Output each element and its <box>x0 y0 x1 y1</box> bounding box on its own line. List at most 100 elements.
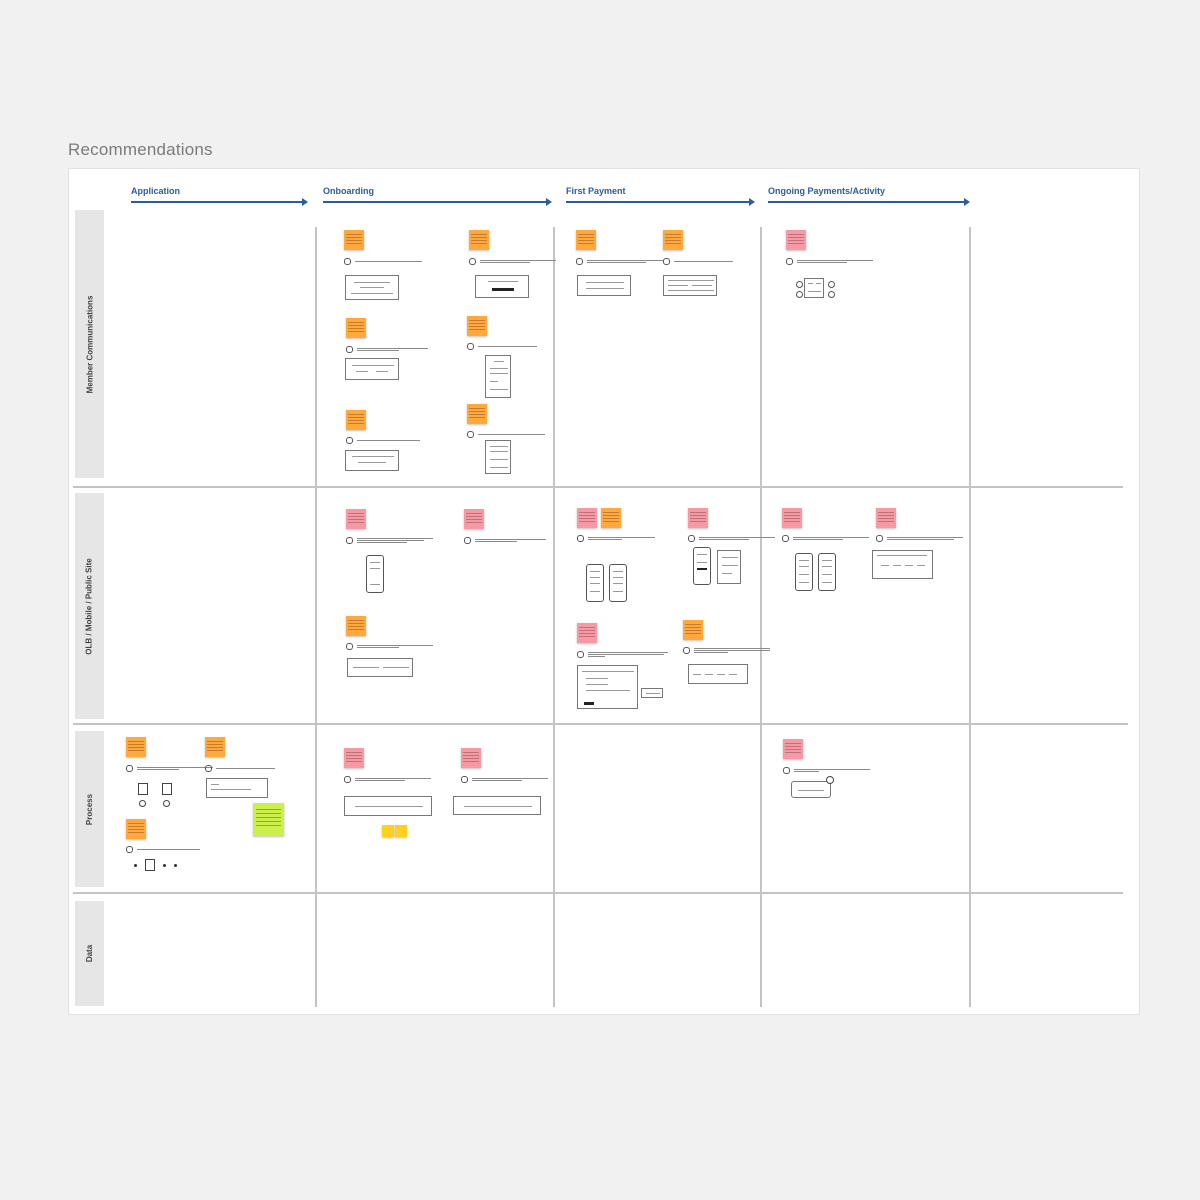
lane-label: Process <box>85 793 95 825</box>
sticky-note[interactable] <box>467 316 487 336</box>
checkbox[interactable] <box>346 536 353 544</box>
sticky-note[interactable] <box>663 230 683 250</box>
sticky-note[interactable] <box>126 819 146 839</box>
checklist-item[interactable] <box>464 536 559 544</box>
checklist-item[interactable] <box>126 764 221 772</box>
checkbox[interactable] <box>461 775 468 783</box>
sticky-note[interactable] <box>876 508 896 528</box>
checklist-item[interactable] <box>683 646 778 654</box>
checkbox[interactable] <box>126 845 133 853</box>
sticky-note[interactable] <box>467 404 487 424</box>
board-canvas[interactable] <box>68 168 1140 1015</box>
checkbox[interactable] <box>469 257 476 265</box>
checkbox[interactable] <box>876 534 883 542</box>
sticky-note[interactable] <box>346 410 366 430</box>
lane-divider <box>73 892 1123 894</box>
checkbox[interactable] <box>464 536 471 544</box>
checklist-item[interactable] <box>782 534 877 542</box>
checklist-item[interactable] <box>126 845 221 853</box>
checkbox[interactable] <box>577 650 584 658</box>
checkbox[interactable] <box>344 257 351 265</box>
sticky-note[interactable] <box>346 616 366 636</box>
sticky-note[interactable] <box>783 739 803 759</box>
checklist-item[interactable] <box>469 257 564 265</box>
sticky-note[interactable] <box>344 230 364 250</box>
checkbox[interactable] <box>683 646 690 654</box>
phone-mockup <box>818 553 836 591</box>
sticky-note[interactable] <box>395 825 407 837</box>
checklist-item[interactable] <box>577 650 672 658</box>
nav-mockup <box>688 664 748 684</box>
checklist-item[interactable] <box>344 775 439 783</box>
checklist-item[interactable] <box>783 766 878 774</box>
checkbox[interactable] <box>205 764 212 772</box>
sticky-note[interactable] <box>601 508 621 528</box>
checklist-item[interactable] <box>346 345 441 353</box>
checklist-item[interactable] <box>688 534 783 542</box>
checkbox[interactable] <box>467 430 474 438</box>
sticky-note[interactable] <box>577 508 597 528</box>
check-icon <box>163 800 170 807</box>
checklist-item[interactable] <box>576 257 671 265</box>
checkbox[interactable] <box>577 534 584 542</box>
letter-mockup <box>485 440 511 474</box>
document-icon <box>162 783 172 795</box>
checkbox[interactable] <box>467 342 474 350</box>
sticky-note[interactable] <box>344 748 364 768</box>
sticky-note[interactable] <box>126 737 146 757</box>
checklist-item[interactable] <box>786 257 881 265</box>
checklist-item[interactable] <box>467 342 562 350</box>
sticky-note[interactable] <box>683 620 703 640</box>
checklist-item[interactable] <box>344 257 439 265</box>
checklist-item[interactable] <box>346 436 441 444</box>
sticky-note[interactable] <box>688 508 708 528</box>
letter-mockup <box>717 550 741 584</box>
checkbox[interactable] <box>576 257 583 265</box>
sticky-note[interactable] <box>346 318 366 338</box>
sticky-note[interactable] <box>576 230 596 250</box>
phone-mockup <box>586 564 604 602</box>
checklist-item[interactable] <box>205 764 300 772</box>
phone-mockup <box>795 553 813 591</box>
checklist-item[interactable] <box>346 642 441 650</box>
circle-icon <box>828 281 835 288</box>
dashboard-mockup <box>804 278 824 298</box>
checklist-item[interactable] <box>467 430 562 438</box>
email-mockup <box>475 275 529 298</box>
checklist-item[interactable] <box>577 534 672 542</box>
sticky-note[interactable] <box>461 748 481 768</box>
checkbox[interactable] <box>346 345 353 353</box>
email-mockup <box>345 450 399 471</box>
checklist-item[interactable] <box>663 257 758 265</box>
email-mockup <box>577 275 631 296</box>
sticky-note[interactable] <box>205 737 225 757</box>
checkbox[interactable] <box>663 257 670 265</box>
sticky-note[interactable] <box>577 623 597 643</box>
lane-header-process: Process <box>75 731 104 887</box>
checklist-item[interactable] <box>461 775 556 783</box>
checklist-item[interactable] <box>346 536 441 544</box>
sticky-note[interactable] <box>469 230 489 250</box>
step-dot <box>163 864 166 867</box>
checkbox[interactable] <box>126 764 133 772</box>
sticky-note[interactable] <box>464 509 484 529</box>
checkbox[interactable] <box>346 642 353 650</box>
checkbox[interactable] <box>783 766 790 774</box>
close-icon[interactable] <box>826 776 834 784</box>
checkbox[interactable] <box>786 257 793 265</box>
sticky-note[interactable] <box>253 803 284 836</box>
form-mockup <box>206 778 268 798</box>
checkbox[interactable] <box>782 534 789 542</box>
timeline-mockup <box>453 796 541 815</box>
checkbox[interactable] <box>346 436 353 444</box>
web-page-mockup <box>872 550 933 579</box>
sticky-note[interactable] <box>786 230 806 250</box>
checklist-item[interactable] <box>876 534 971 542</box>
sticky-note[interactable] <box>782 508 802 528</box>
sticky-note[interactable] <box>346 509 366 529</box>
email-mockup <box>345 275 399 300</box>
phase-label-ongoing-payments: Ongoing Payments/Activity <box>768 186 886 196</box>
sticky-note[interactable] <box>382 825 394 837</box>
checkbox[interactable] <box>688 534 695 542</box>
checkbox[interactable] <box>344 775 351 783</box>
